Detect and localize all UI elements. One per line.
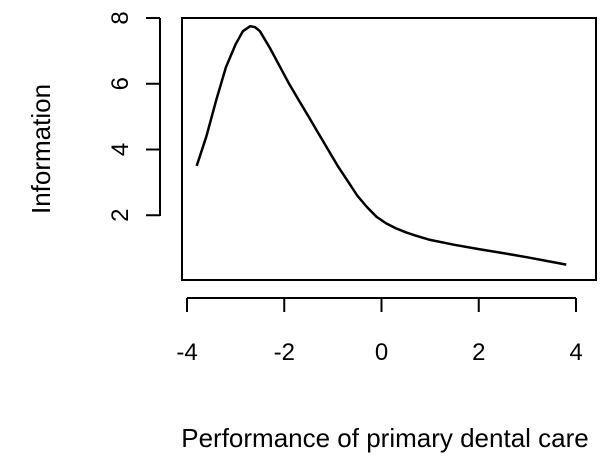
y-axis: 2 4 6 8 (107, 11, 161, 222)
x-axis-label: Performance of primary dental care (181, 423, 589, 453)
y-tick-label: 4 (107, 143, 134, 156)
y-tick-label: 6 (107, 77, 134, 90)
x-tick-label: -4 (176, 339, 197, 366)
x-axis: -4 -2 0 2 4 (176, 297, 583, 366)
x-tick-label: 2 (472, 339, 485, 366)
y-tick-label: 2 (107, 209, 134, 222)
x-tick-label: 4 (569, 339, 582, 366)
x-tick-label: -2 (274, 339, 295, 366)
y-tick-label: 8 (107, 11, 134, 24)
x-tick-label: 0 (375, 339, 388, 366)
y-axis-label: Information (26, 84, 56, 214)
plot-box (181, 17, 597, 281)
information-curve (195, 24, 567, 266)
